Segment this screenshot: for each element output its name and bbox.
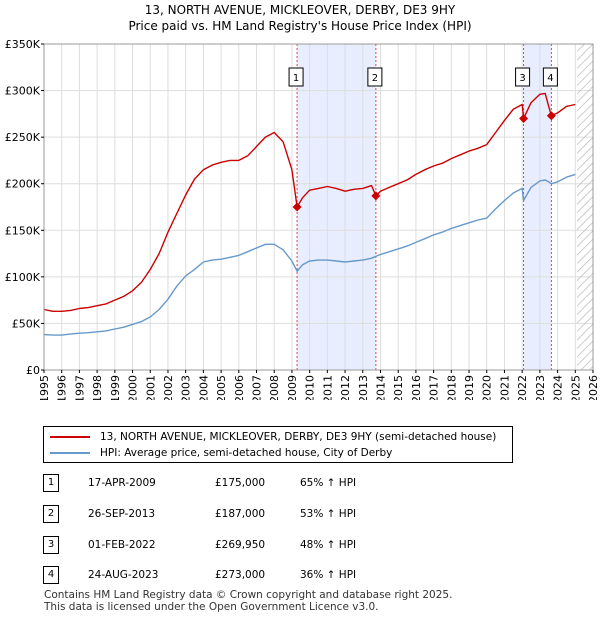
chart-subtitle: Price paid vs. HM Land Registry's House …	[128, 19, 472, 33]
x-tick-label: 2010	[304, 375, 317, 400]
series-line-hpi	[43, 173, 576, 336]
x-tick-label: 2009	[286, 375, 299, 400]
legend-swatch-property	[50, 436, 90, 438]
y-tick-label: £200K	[5, 178, 41, 191]
x-tick-label: 2001	[144, 375, 157, 400]
transaction-number: 3	[43, 536, 59, 554]
transaction-price: £273,000	[215, 569, 266, 581]
x-tick-label: 1998	[91, 375, 104, 400]
y-tick-label: £150K	[5, 224, 41, 237]
transaction-price: £187,000	[215, 508, 266, 520]
transaction-date: 24-AUG-2023	[88, 569, 159, 581]
x-tick-label: 2015	[392, 375, 405, 400]
legend-swatch-hpi	[50, 452, 90, 454]
sale-marker	[371, 191, 381, 201]
legend-item-hpi: HPI: Average price, semi-detached house,…	[50, 445, 392, 461]
sale-span-shade	[523, 44, 552, 370]
series-line-property	[43, 92, 576, 312]
x-tick-label: 2007	[251, 375, 264, 400]
chart-title: 13, NORTH AVENUE, MICKLEOVER, DERBY, DE3…	[144, 3, 456, 17]
legend-item-property: 13, NORTH AVENUE, MICKLEOVER, DERBY, DE3…	[50, 429, 496, 445]
x-tick-label: 2004	[197, 375, 210, 400]
x-tick-label: 2006	[233, 375, 246, 400]
table-row: 2 26-SEP-2013 £187,000 53% ↑ HPI	[0, 505, 600, 525]
x-tick-label: 2011	[321, 375, 334, 400]
x-tick-label: 2026	[587, 375, 600, 400]
x-tick-label: 1999	[109, 375, 122, 400]
transaction-hpi: 36% ↑ HPI	[300, 569, 357, 581]
x-tick-label: 2014	[374, 375, 387, 400]
x-tick-label: 2016	[410, 375, 423, 400]
x-tick-label: 2018	[445, 375, 458, 400]
x-tick-label: 2022	[516, 375, 529, 400]
y-tick-label: £350K	[5, 38, 41, 51]
transaction-hpi: 48% ↑ HPI	[300, 539, 357, 551]
x-tick-label: 2012	[339, 375, 352, 400]
sale-label-box	[367, 67, 383, 87]
x-tick-label: 2019	[463, 375, 476, 400]
sale-marker	[546, 111, 556, 121]
x-tick-label: 1995	[38, 375, 51, 400]
sale-marker	[519, 114, 529, 124]
sale-marker	[292, 202, 302, 212]
x-tick-label: 1996	[56, 375, 69, 400]
x-tick-label: 2024	[552, 375, 565, 400]
x-tick-label: 2017	[428, 375, 441, 400]
sale-label-number: 2	[372, 73, 378, 84]
transaction-number: 2	[43, 505, 59, 523]
y-tick-label: £300K	[5, 85, 41, 98]
x-tick-label: 2021	[498, 375, 511, 400]
table-row: 1 17-APR-2009 £175,000 65% ↑ HPI	[0, 474, 600, 494]
x-tick-label: 2025	[569, 375, 582, 400]
y-tick-label: £100K	[5, 271, 41, 284]
transaction-date: 17-APR-2009	[88, 477, 156, 489]
transaction-date: 26-SEP-2013	[88, 508, 156, 520]
table-row: 4 24-AUG-2023 £273,000 36% ↑ HPI	[0, 566, 600, 586]
transaction-number: 1	[43, 474, 59, 492]
y-tick-label: £250K	[5, 131, 41, 144]
transaction-date: 01-FEB-2022	[88, 539, 156, 551]
sale-label-number: 3	[519, 73, 525, 84]
price-chart: 1 2 3 4 £0 £50K £100K £150K £200K £250K £300K £350…	[5, 38, 600, 400]
sale-span-shade	[297, 44, 376, 370]
sale-label-box	[288, 67, 304, 87]
x-tick-label: 2023	[534, 375, 547, 400]
x-tick-label: 2002	[162, 375, 175, 400]
x-tick-label: 2020	[481, 375, 494, 400]
footer-copyright: Contains HM Land Registry data © Crown c…	[44, 589, 453, 601]
transaction-hpi: 53% ↑ HPI	[300, 508, 357, 520]
legend: 13, NORTH AVENUE, MICKLEOVER, DERBY, DE3…	[43, 426, 513, 463]
y-tick-label: £0	[26, 364, 40, 377]
footer-license: This data is licensed under the Open Gov…	[44, 601, 379, 613]
x-tick-label: 2000	[127, 375, 140, 400]
x-tick-label: 2003	[180, 375, 193, 400]
transaction-hpi: 65% ↑ HPI	[300, 477, 357, 489]
forecast-hatch	[577, 44, 593, 370]
sale-label-number: 4	[547, 73, 553, 84]
plot-frame	[43, 43, 594, 371]
transaction-number: 4	[43, 566, 59, 584]
x-tick-label: 2013	[357, 375, 370, 400]
sale-label-box	[542, 67, 558, 87]
sale-label-box	[515, 67, 531, 87]
legend-label-hpi: HPI: Average price, semi-detached house,…	[100, 447, 393, 459]
y-tick-label: £50K	[12, 317, 41, 330]
x-tick-label: 2005	[215, 375, 228, 400]
transaction-price: £269,950	[215, 539, 266, 551]
table-row: 3 01-FEB-2022 £269,950 48% ↑ HPI	[0, 536, 600, 556]
x-tick-label: 1997	[73, 375, 86, 400]
legend-label-property: 13, NORTH AVENUE, MICKLEOVER, DERBY, DE3…	[100, 431, 497, 443]
transaction-price: £175,000	[215, 477, 266, 489]
sale-label-number: 1	[293, 73, 299, 84]
x-tick-label: 2008	[268, 375, 281, 400]
